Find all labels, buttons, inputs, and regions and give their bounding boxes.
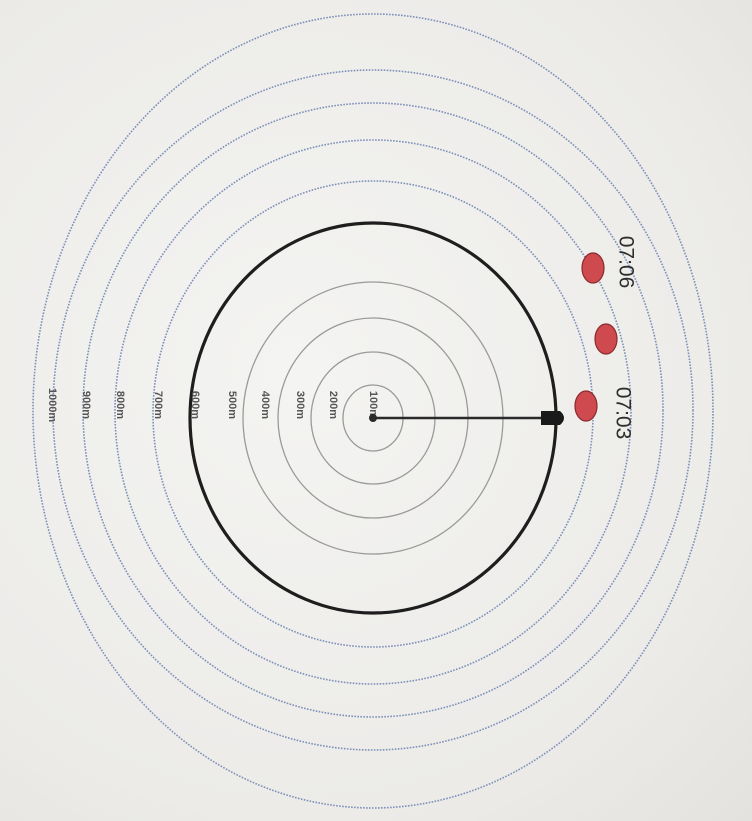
ring-label-400m: 400m [259,391,271,419]
marker-time-label: 07:06 [614,236,637,289]
ring-label-1000m: 1000m [46,388,58,422]
ring-800m [82,102,664,718]
ring-label-900m: 900m [80,391,92,419]
position-marker [594,323,618,355]
markers-layer: 07:03 07:06 [574,236,637,440]
marker-time-label: 07:03 [611,387,634,440]
ring-label-100m: 100m [367,391,379,419]
ring-700m [114,139,632,685]
ring-label-600m: 600m [189,391,201,419]
ring-1000m [32,13,714,809]
ring-900m [52,69,694,751]
position-marker [581,252,605,284]
ring-label-300m: 300m [294,391,306,419]
center-point [369,414,377,422]
pointer-layer [369,411,564,425]
ring-label-700m: 700m [152,391,164,419]
ring-label-200m: 200m [327,391,339,419]
vessel-marker [541,411,564,425]
ring-label-500m: 500m [226,391,238,419]
ring-label-800m: 800m [114,391,126,419]
position-marker [574,390,598,422]
ring-labels-layer: 100m 200m 300m 400m 500m 600m 700m 800m 900m 1000… [46,388,379,422]
